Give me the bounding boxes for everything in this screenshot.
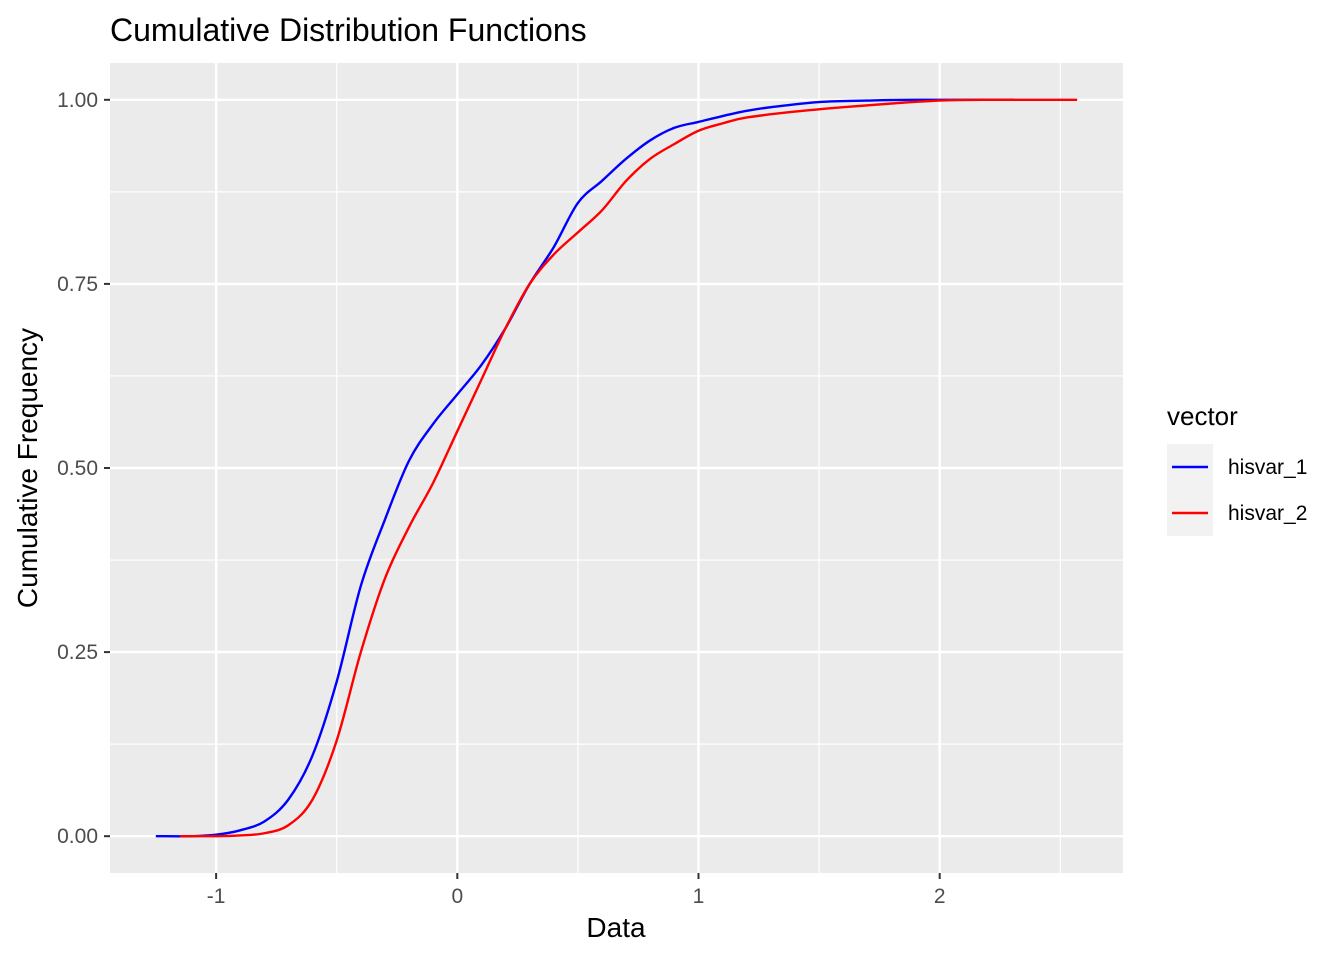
x-tick-label: 1 xyxy=(693,885,705,908)
y-tick-label: 0.50 xyxy=(57,457,98,480)
x-axis-title: Data xyxy=(586,912,646,943)
y-axis: 0.00 0.25 0.50 0.75 1.00 xyxy=(57,89,110,848)
y-axis-title: Cumulative Frequency xyxy=(12,328,43,608)
legend-label: hisvar_1 xyxy=(1228,456,1307,479)
x-tick-label: 0 xyxy=(451,885,463,908)
legend: vector hisvar_1 hisvar_2 xyxy=(1167,401,1307,536)
y-tick-label: 1.00 xyxy=(57,89,98,112)
y-tick-label: 0.00 xyxy=(57,825,98,848)
x-tick-label: 2 xyxy=(934,885,946,908)
series-line-hisvar_2 xyxy=(179,98,1078,838)
series-layer xyxy=(155,98,1078,838)
legend-items: hisvar_1 hisvar_2 xyxy=(1167,444,1307,536)
x-axis: -1 0 1 2 xyxy=(207,873,946,908)
y-tick-label: 0.75 xyxy=(57,273,98,296)
y-tick-label: 0.25 xyxy=(57,641,98,664)
legend-label: hisvar_2 xyxy=(1228,502,1307,525)
major-gridlines xyxy=(110,63,1123,873)
chart-title: Cumulative Distribution Functions xyxy=(110,12,587,48)
legend-title: vector xyxy=(1167,401,1238,431)
x-tick-label: -1 xyxy=(207,885,226,908)
